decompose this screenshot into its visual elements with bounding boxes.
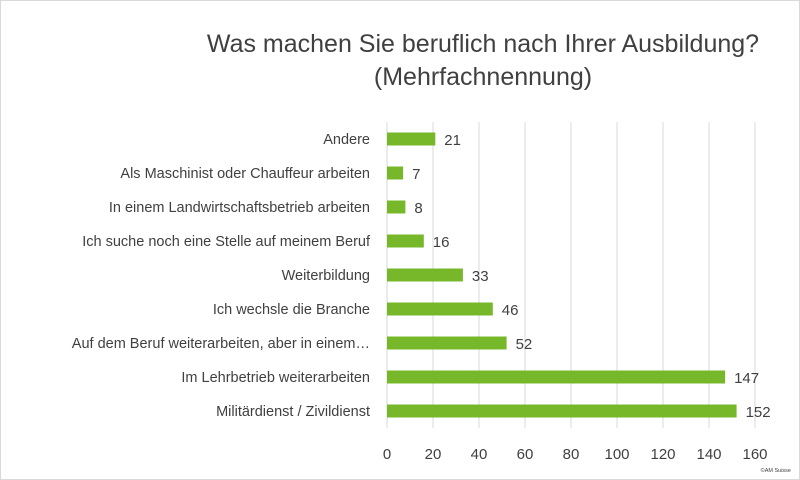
category-label: Ich suche noch eine Stelle auf meinem Be… (82, 234, 371, 250)
category-labels: Andere Als Maschinist oder Chauffeur arbe… (72, 132, 371, 420)
category-label: Ich wechsle die Branche (213, 302, 370, 318)
category-label: In einem Landwirtschaftsbetrieb arbeiten (109, 200, 370, 216)
data-label: 21 (444, 132, 461, 149)
category-label: Auf dem Beruf weiterarbeiten, aber in ei… (72, 336, 370, 352)
x-tick-label: 120 (650, 446, 675, 463)
bar (387, 166, 404, 180)
bar (387, 336, 507, 350)
data-label: 46 (502, 302, 519, 319)
data-label: 33 (472, 268, 489, 285)
data-label: 8 (414, 200, 422, 217)
category-label: Als Maschinist oder Chauffeur arbeiten (120, 166, 370, 182)
x-axis-tick-labels: 0 20 40 60 80 100 120 140 160 (383, 446, 768, 463)
data-label: 147 (734, 370, 759, 387)
x-tick-label: 0 (383, 446, 391, 463)
bar (387, 132, 436, 146)
category-label: Im Lehrbetrieb weiterarbeiten (181, 370, 370, 386)
x-tick-label: 140 (696, 446, 721, 463)
x-tick-label: 160 (742, 446, 767, 463)
chart-title: Was machen Sie beruflich nach Ihrer Ausb… (207, 30, 759, 58)
credit-text: ©AM Suisse (761, 467, 791, 474)
bar (387, 370, 726, 384)
bar (387, 200, 406, 214)
chart-subtitle: (Mehrfachnennung) (374, 63, 592, 91)
data-labels: 21 7 8 16 33 46 52 147 152 (412, 132, 771, 421)
x-tick-label: 40 (471, 446, 488, 463)
data-label: 52 (516, 336, 533, 353)
data-label: 152 (746, 404, 771, 421)
bar (387, 302, 493, 316)
category-label: Weiterbildung (282, 268, 370, 284)
bars (387, 132, 737, 418)
x-tick-label: 60 (517, 446, 534, 463)
category-label: Militärdienst / Zivildienst (216, 404, 370, 420)
data-label: 7 (412, 166, 420, 183)
bar (387, 404, 737, 418)
bar (387, 268, 463, 282)
x-tick-label: 20 (425, 446, 442, 463)
data-label: 16 (433, 234, 450, 251)
category-label: Andere (323, 132, 370, 148)
x-tick-label: 100 (604, 446, 629, 463)
gridlines (386, 122, 756, 428)
bar (387, 234, 424, 248)
x-tick-label: 80 (563, 446, 580, 463)
